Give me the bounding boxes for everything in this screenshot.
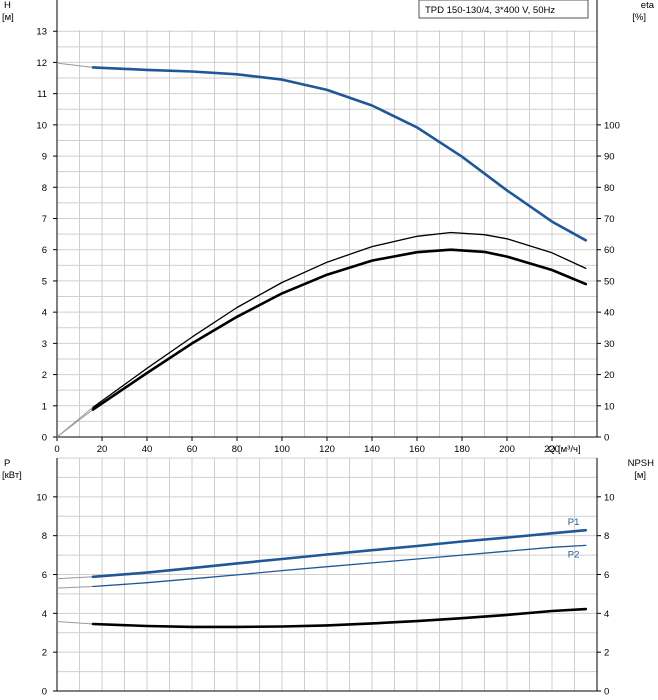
x-tick-label: 40 xyxy=(142,444,153,455)
right-tick-label: 0 xyxy=(604,687,609,698)
left-axis-unit: [кВт] xyxy=(2,470,22,481)
x-tick-label: 200 xyxy=(499,444,515,455)
left-tick-label: 4 xyxy=(42,308,47,319)
left-tick-label: 11 xyxy=(37,89,47,100)
x-tick-label: 20 xyxy=(97,444,108,455)
x-tick-label: 160 xyxy=(409,444,425,455)
curve-extrapolation xyxy=(56,409,94,438)
curve-line xyxy=(91,66,588,242)
top-grid xyxy=(56,30,598,438)
left-axis-title: H xyxy=(4,0,11,11)
right-axis-unit: [%] xyxy=(632,12,646,23)
curve-extrapolation xyxy=(56,586,94,589)
curve-line xyxy=(91,607,588,629)
curve-extrapolation xyxy=(56,576,94,580)
right-tick-label: 40 xyxy=(604,308,615,319)
left-tick-label: 1 xyxy=(42,401,47,412)
right-tick-label: 6 xyxy=(604,570,609,581)
left-axis-title: P xyxy=(4,458,10,469)
left-tick-label: 7 xyxy=(42,214,47,225)
left-tick-label: 6 xyxy=(42,570,47,581)
left-tick-label: 0 xyxy=(42,433,47,444)
left-tick-label: 5 xyxy=(42,276,47,287)
x-tick-label: 0 xyxy=(54,444,59,455)
x-tick-label: 180 xyxy=(454,444,470,455)
left-tick-label: 2 xyxy=(42,370,47,381)
title-box: TPD 150-130/4, 3*400 V, 50Hz xyxy=(418,0,589,19)
right-tick-label: 30 xyxy=(604,339,615,350)
plot-frames xyxy=(53,0,601,692)
right-tick-label: 90 xyxy=(604,152,615,163)
right-tick-label: 4 xyxy=(604,609,609,620)
left-tick-label: 6 xyxy=(42,245,47,256)
series-label: P2 xyxy=(568,549,580,560)
left-tick-label: 9 xyxy=(42,152,47,163)
right-tick-label: 20 xyxy=(604,370,615,381)
x-tick-label: 100 xyxy=(274,444,290,455)
x-tick-label: 220 xyxy=(544,444,560,455)
right-tick-label: 0 xyxy=(604,433,609,444)
left-tick-label: 3 xyxy=(42,339,47,350)
x-tick-label: 120 xyxy=(319,444,335,455)
curve-line xyxy=(91,528,588,579)
right-axis-title: NPSH xyxy=(628,458,655,469)
right-tick-label: 80 xyxy=(604,183,615,194)
curve-extrapolation xyxy=(56,62,94,68)
left-tick-label: 8 xyxy=(42,183,47,194)
x-axis-label: Q [м³/ч] xyxy=(548,444,581,455)
curve-line xyxy=(92,544,587,588)
right-tick-label: 10 xyxy=(604,401,615,412)
right-tick-label: 70 xyxy=(604,214,615,225)
left-tick-label: 10 xyxy=(36,120,47,131)
curve-extrapolation xyxy=(56,621,94,625)
right-tick-label: 60 xyxy=(604,245,615,256)
series-label: P1 xyxy=(568,517,580,528)
right-tick-label: 2 xyxy=(604,648,609,659)
right-tick-label: 50 xyxy=(604,276,615,287)
curve-line xyxy=(91,248,588,411)
curves xyxy=(56,62,588,629)
right-tick-label: 100 xyxy=(604,120,620,131)
curve-line xyxy=(92,231,587,408)
right-axis-unit: [м] xyxy=(634,470,646,481)
left-tick-label: 8 xyxy=(42,531,47,542)
left-tick-label: 2 xyxy=(42,648,47,659)
left-tick-label: 10 xyxy=(36,492,47,503)
left-axis-unit: [м] xyxy=(2,12,14,23)
x-tick-label: 60 xyxy=(187,444,198,455)
right-axis-title: eta xyxy=(641,0,655,11)
left-tick-label: 0 xyxy=(42,687,47,698)
right-tick-label: 10 xyxy=(604,492,615,503)
title-text: TPD 150-130/4, 3*400 V, 50Hz xyxy=(425,5,555,16)
right-tick-label: 8 xyxy=(604,531,609,542)
left-tick-label: 13 xyxy=(36,27,47,38)
left-tick-label: 12 xyxy=(36,58,47,69)
x-tick-label: 80 xyxy=(232,444,243,455)
x-tick-label: 140 xyxy=(364,444,380,455)
left-tick-label: 4 xyxy=(42,609,47,620)
